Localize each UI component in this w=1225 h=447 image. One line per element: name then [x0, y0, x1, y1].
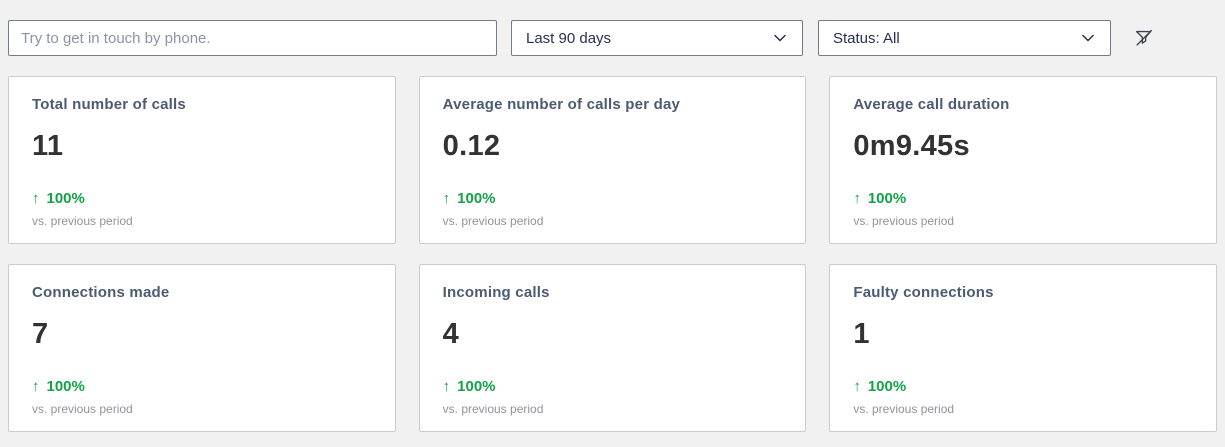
filter-off-icon [1133, 27, 1155, 49]
trend-percent: 100% [46, 190, 85, 207]
trend-up-icon: ↑ [853, 190, 861, 207]
card-title: Average number of calls per day [442, 96, 681, 113]
date-range-value: Last 90 days [526, 29, 612, 47]
stat-card-incoming-calls: Incoming calls 4 ↑ 100% vs. previous per… [418, 264, 807, 432]
trend-up-icon: ↑ [32, 190, 40, 207]
stat-card-avg-calls-per-day: Average number of calls per day 0.12 ↑ 1… [418, 76, 807, 244]
compare-label: vs. previous period [442, 214, 544, 228]
card-value: 1 [853, 318, 870, 350]
stat-card-total-calls: Total number of calls 11 ↑ 100% vs. prev… [8, 76, 396, 244]
trend-percent: 100% [867, 378, 907, 395]
card-title: Incoming calls [442, 284, 550, 301]
trend-percent: 100% [867, 190, 907, 207]
card-trend: ↑ 100% [443, 378, 783, 395]
trend-up-icon: ↑ [442, 190, 451, 207]
card-trend: ↑ 100% [853, 378, 1193, 395]
trend-percent: 100% [46, 378, 85, 395]
trend-up-icon: ↑ [853, 378, 861, 395]
trend-up-icon: ↑ [32, 378, 40, 395]
stat-card-faulty-connections: Faulty connections 1 ↑ 100% vs. previous… [829, 264, 1217, 432]
card-value: 11 [32, 130, 64, 162]
card-title: Faulty connections [853, 284, 994, 301]
card-trend: ↑ 100% [443, 190, 783, 207]
card-trend: ↑ 100% [853, 190, 1193, 207]
card-value: 0.12 [442, 130, 501, 162]
trend-percent: 100% [457, 378, 496, 395]
trend-percent: 100% [457, 190, 496, 207]
stat-cards-grid: Total number of calls 11 ↑ 100% vs. prev… [0, 56, 1225, 432]
status-value: Status: All [833, 29, 900, 47]
stat-card-connections-made: Connections made 7 ↑ 100% vs. previous p… [8, 264, 396, 432]
chevron-down-icon [1080, 30, 1096, 46]
compare-label: vs. previous period [442, 402, 544, 416]
clear-filters-button[interactable] [1129, 23, 1159, 53]
compare-label: vs. previous period [853, 402, 955, 416]
card-value: 0m9.45s [853, 130, 970, 162]
card-value: 4 [442, 318, 460, 350]
compare-label: vs. previous period [32, 214, 133, 228]
chevron-down-icon [772, 30, 788, 46]
date-range-select[interactable]: Last 90 days [511, 20, 803, 56]
status-select[interactable]: Status: All [818, 20, 1111, 56]
card-trend: ↑ 100% [32, 378, 372, 395]
compare-label: vs. previous period [32, 402, 133, 416]
compare-label: vs. previous period [853, 214, 955, 228]
card-title: Average call duration [853, 96, 1010, 113]
card-value: 7 [32, 318, 49, 350]
card-title: Total number of calls [32, 96, 186, 113]
search-input[interactable] [8, 20, 497, 56]
stat-card-avg-call-duration: Average call duration 0m9.45s ↑ 100% vs.… [829, 76, 1217, 244]
filters-toolbar: Last 90 days Status: All [0, 0, 1225, 56]
trend-up-icon: ↑ [442, 378, 451, 395]
card-title: Connections made [32, 284, 170, 301]
card-trend: ↑ 100% [32, 190, 372, 207]
